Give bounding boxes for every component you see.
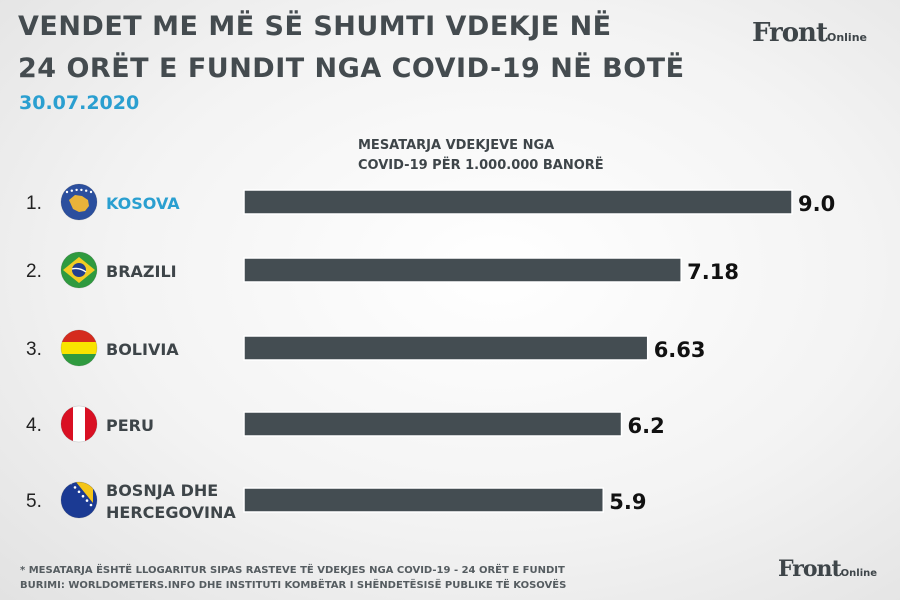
footnote-source: BURIMI: WORLDOMETERS.INFO DHE INSTITUTI … xyxy=(20,580,567,591)
rank-label: 2. xyxy=(26,261,42,282)
flag-stripe-white xyxy=(73,406,85,442)
kosovo-flag-icon xyxy=(60,183,98,221)
chart-footnote: * MESATARJA ËSHTË LLOGARITUR SIPAS RASTE… xyxy=(20,563,566,593)
chart-title: VENDET ME MË SË SHUMTI VDEKJE NË 24 ORËT… xyxy=(18,6,685,90)
flag-outline xyxy=(60,183,98,221)
flag-band xyxy=(71,267,87,273)
brand-logo-suffix: Online xyxy=(840,568,878,579)
bar xyxy=(243,411,623,437)
flag-stripe-yellow xyxy=(61,342,97,354)
brand-logo-top: Front Online xyxy=(752,18,867,48)
flag-map-shape xyxy=(69,195,89,212)
category-label-line: PERU xyxy=(106,416,154,435)
chart-date: 30.07.2020 xyxy=(19,92,140,114)
value-label: 6.2 xyxy=(628,414,665,438)
flag-stripe-red xyxy=(61,406,73,442)
chart-subtitle: MESATARJA VDEKJEVE NGA COVID-19 PËR 1.00… xyxy=(358,136,604,176)
rank-label: 3. xyxy=(26,339,42,360)
flag-star xyxy=(80,188,83,192)
brand-logo-bottom: Front Online xyxy=(778,556,877,582)
value-label: 6.63 xyxy=(654,338,706,362)
category-label: BRAZILI xyxy=(106,262,177,281)
category-label-line: BOSNJA DHE xyxy=(106,481,218,500)
category-label: PERU xyxy=(106,416,154,435)
bar-row: 1. KOSOVA 9.0 xyxy=(26,183,835,221)
footnote-line-1: * MESATARJA ËSHTË LLOGARITUR SIPAS RASTE… xyxy=(20,565,565,576)
flag-star xyxy=(81,494,85,498)
category-label: KOSOVA xyxy=(106,194,180,213)
category-label-line: KOSOVA xyxy=(106,194,180,213)
flag-globe xyxy=(72,263,86,277)
category-label-line: BOLIVIA xyxy=(106,340,179,359)
category-label: BOSNJA DHE HERCEGOVINA xyxy=(106,481,236,522)
bar-row: 5. BOSNJA DHE HERCEGOVINA 5.9 xyxy=(26,481,646,522)
flag-star xyxy=(77,490,81,494)
brand-logo-main: Front xyxy=(752,18,828,48)
title-line-2: 24 ORËT E FUNDIT NGA COVID-19 NË BOTË xyxy=(18,53,685,84)
bar-row: 2. BRAZILI 7.18 xyxy=(26,251,739,289)
category-label-line: BRAZILI xyxy=(106,262,177,281)
bosnia-flag-icon xyxy=(60,481,98,519)
flag-star xyxy=(75,188,78,192)
category-label: BOLIVIA xyxy=(106,340,179,359)
flag-star xyxy=(89,503,93,507)
flag-stripe-green xyxy=(61,354,97,366)
flag-outline xyxy=(60,329,98,367)
rank-label: 1. xyxy=(26,193,42,214)
flag-body xyxy=(61,330,97,366)
flag-body xyxy=(61,482,97,518)
flag-body xyxy=(61,252,97,288)
bar-row: 4. PERU 6.2 xyxy=(26,405,665,443)
flag-star xyxy=(70,189,73,192)
rank-label: 4. xyxy=(26,415,42,436)
flag-stripe-red xyxy=(61,330,97,342)
subtitle-line-1: MESATARJA VDEKJEVE NGA xyxy=(358,138,555,153)
flag-outline xyxy=(60,405,98,443)
bolivia-flag-icon xyxy=(60,329,98,367)
flag-star xyxy=(65,190,69,194)
flag-star xyxy=(89,190,93,194)
peru-flag-icon xyxy=(60,405,98,443)
flag-body xyxy=(61,406,97,442)
flag-outline xyxy=(60,251,98,289)
flag-triangle xyxy=(76,482,93,503)
flag-stripe-red xyxy=(85,406,97,442)
bar xyxy=(243,335,649,361)
flag-star xyxy=(73,486,77,489)
subtitle-line-2: COVID-19 PËR 1.000.000 BANORË xyxy=(358,158,604,173)
flag-body xyxy=(61,184,97,220)
brand-logo-main: Front xyxy=(778,556,842,582)
flag-outline xyxy=(60,481,98,519)
flag-star xyxy=(85,499,89,502)
brazil-flag-icon xyxy=(60,251,98,289)
bar xyxy=(243,487,604,513)
flag-star xyxy=(85,189,88,192)
value-label: 7.18 xyxy=(687,260,739,284)
rank-label: 5. xyxy=(26,491,42,512)
bar xyxy=(243,189,793,215)
value-label: 5.9 xyxy=(609,490,646,514)
bar xyxy=(243,257,682,283)
value-label: 9.0 xyxy=(798,192,835,216)
category-label-line: HERCEGOVINA xyxy=(106,503,236,522)
title-line-1: VENDET ME MË SË SHUMTI VDEKJE NË xyxy=(18,11,612,42)
bar-row: 3. BOLIVIA 6.63 xyxy=(26,329,706,367)
brand-logo-suffix: Online xyxy=(826,31,867,44)
